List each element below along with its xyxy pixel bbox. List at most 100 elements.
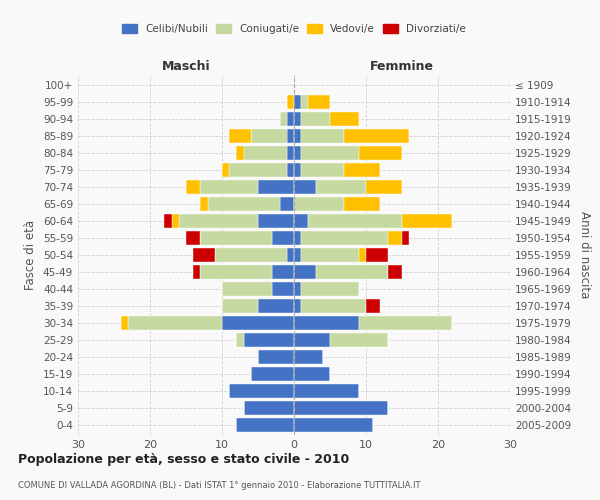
Bar: [222, 163, 229, 178]
Bar: [244, 146, 287, 160]
Legend: Celibi/Nubili, Coniugati/e, Vedovi/e, Divorziati/e: Celibi/Nubili, Coniugati/e, Vedovi/e, Di…: [119, 21, 469, 38]
Bar: [251, 366, 294, 381]
Bar: [294, 180, 316, 194]
Bar: [359, 248, 366, 262]
Bar: [316, 180, 366, 194]
Bar: [344, 197, 380, 212]
Bar: [294, 146, 301, 160]
Bar: [294, 214, 308, 228]
Bar: [344, 129, 409, 144]
Bar: [251, 129, 287, 144]
Bar: [164, 214, 172, 228]
Bar: [258, 180, 294, 194]
Bar: [294, 350, 323, 364]
Y-axis label: Anni di nascita: Anni di nascita: [578, 212, 591, 298]
Bar: [294, 95, 301, 110]
Bar: [287, 129, 294, 144]
Bar: [301, 248, 359, 262]
Bar: [388, 231, 402, 245]
Bar: [294, 366, 330, 381]
Bar: [287, 146, 294, 160]
Bar: [229, 163, 287, 178]
Bar: [258, 214, 294, 228]
Bar: [308, 95, 330, 110]
Bar: [229, 384, 294, 398]
Bar: [359, 146, 402, 160]
Bar: [294, 384, 359, 398]
Bar: [200, 180, 258, 194]
Bar: [287, 163, 294, 178]
Bar: [200, 197, 208, 212]
Bar: [294, 418, 373, 432]
Y-axis label: Fasce di età: Fasce di età: [25, 220, 37, 290]
Bar: [294, 112, 301, 126]
Bar: [244, 400, 294, 415]
Bar: [366, 180, 402, 194]
Bar: [222, 298, 258, 313]
Bar: [294, 129, 301, 144]
Bar: [128, 316, 222, 330]
Bar: [229, 129, 251, 144]
Bar: [222, 316, 294, 330]
Bar: [236, 418, 294, 432]
Text: Popolazione per età, sesso e stato civile - 2010: Popolazione per età, sesso e stato civil…: [18, 452, 349, 466]
Bar: [236, 332, 244, 347]
Bar: [280, 112, 287, 126]
Bar: [344, 163, 380, 178]
Bar: [244, 332, 294, 347]
Bar: [272, 231, 294, 245]
Bar: [294, 265, 316, 279]
Bar: [301, 282, 359, 296]
Bar: [258, 298, 294, 313]
Bar: [294, 332, 330, 347]
Text: COMUNE DI VALLADA AGORDINA (BL) - Dati ISTAT 1° gennaio 2010 - Elaborazione TUTT: COMUNE DI VALLADA AGORDINA (BL) - Dati I…: [18, 480, 421, 490]
Bar: [272, 265, 294, 279]
Bar: [280, 197, 294, 212]
Bar: [301, 112, 330, 126]
Bar: [366, 248, 388, 262]
Bar: [215, 248, 287, 262]
Bar: [294, 298, 301, 313]
Bar: [172, 214, 179, 228]
Bar: [402, 231, 409, 245]
Bar: [294, 316, 359, 330]
Bar: [272, 282, 294, 296]
Bar: [258, 350, 294, 364]
Bar: [193, 265, 200, 279]
Bar: [200, 231, 272, 245]
Bar: [294, 282, 301, 296]
Bar: [287, 248, 294, 262]
Bar: [301, 95, 308, 110]
Bar: [222, 282, 272, 296]
Text: Maschi: Maschi: [161, 60, 211, 74]
Bar: [200, 265, 272, 279]
Bar: [301, 146, 359, 160]
Bar: [330, 332, 388, 347]
Bar: [287, 112, 294, 126]
Bar: [330, 112, 359, 126]
Bar: [301, 298, 366, 313]
Bar: [316, 265, 388, 279]
Bar: [208, 197, 280, 212]
Bar: [294, 163, 301, 178]
Text: Femmine: Femmine: [370, 60, 434, 74]
Bar: [121, 316, 128, 330]
Bar: [186, 231, 200, 245]
Bar: [301, 163, 344, 178]
Bar: [294, 248, 301, 262]
Bar: [294, 231, 301, 245]
Bar: [287, 95, 294, 110]
Bar: [402, 214, 452, 228]
Bar: [236, 146, 244, 160]
Bar: [388, 265, 402, 279]
Bar: [366, 298, 380, 313]
Bar: [186, 180, 200, 194]
Bar: [308, 214, 402, 228]
Bar: [193, 248, 215, 262]
Bar: [179, 214, 258, 228]
Bar: [301, 129, 344, 144]
Bar: [359, 316, 452, 330]
Bar: [294, 400, 388, 415]
Bar: [294, 197, 344, 212]
Bar: [301, 231, 388, 245]
